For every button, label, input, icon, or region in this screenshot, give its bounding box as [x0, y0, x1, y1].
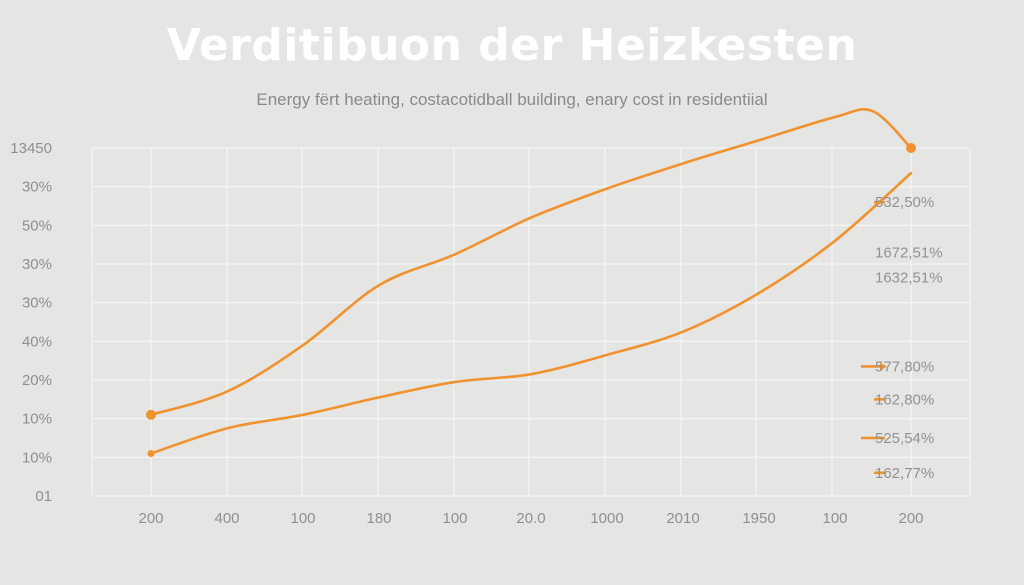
series-lines: [149, 108, 913, 455]
series-line-1: [149, 108, 913, 417]
x-tick-label: 200: [138, 510, 163, 527]
series-marker-2-start: [147, 449, 155, 457]
x-tick-label: 20.0: [516, 510, 545, 527]
series-markers: [146, 143, 916, 457]
annotation-label: 162,80%: [875, 391, 934, 408]
annotation-label: 1672,51%: [875, 244, 943, 261]
series-line-2: [149, 171, 913, 455]
x-tick-label: 100: [442, 510, 467, 527]
x-tick-label: 1950: [742, 510, 775, 527]
y-tick-label: 40%: [22, 333, 52, 350]
y-tick-label: 30%: [22, 179, 52, 196]
y-axis-ticks: 01 10% 10% 20% 40% 30% 30% 50% 30% 1⁠3450: [10, 140, 52, 505]
y-tick-label: 10%: [22, 411, 52, 428]
annotation-label: 525,54%: [875, 430, 934, 447]
chart-subtitle: Energy fërt heating, costacotidball buil…: [256, 90, 768, 109]
x-tick-label: 200: [898, 510, 923, 527]
annotation-arrow-head: [880, 362, 887, 371]
x-tick-label: 2010: [666, 510, 699, 527]
series-marker-1-start: [146, 409, 156, 420]
series-marker-1-end: [906, 143, 916, 153]
x-tick-label: 100: [822, 510, 847, 527]
annotation-label: 162,77%: [875, 465, 934, 482]
annotations: 532,50% 1672,51% 1632,51% 577,80% 162,80% 525…: [861, 194, 943, 482]
y-tick-label: 01: [35, 488, 52, 505]
y-tick-label: 50%: [22, 217, 52, 234]
x-tick-label: 100: [290, 510, 315, 527]
y-tick-label: 30%: [22, 295, 52, 312]
annotation-label: 1632,51%: [875, 270, 943, 287]
x-tick-label: 180: [366, 510, 391, 527]
chart-title: Verditibuon der Heizkesten: [166, 20, 858, 71]
y-tick-label: 10%: [22, 449, 52, 466]
x-tick-label: 1000: [590, 510, 623, 527]
x-axis-ticks: 200 400 100 180 100 20.0 1000 2010 1950 100 200: [138, 510, 923, 527]
y-tick-label: 1⁠3450: [10, 140, 52, 157]
annotation-label: 532,50%: [875, 194, 934, 211]
y-tick-label: 20%: [22, 372, 52, 389]
y-tick-label: 30%: [22, 256, 52, 273]
annotation-label: 577,80%: [875, 358, 934, 375]
chart-grid: [91, 147, 971, 497]
x-tick-label: 400: [214, 510, 239, 527]
